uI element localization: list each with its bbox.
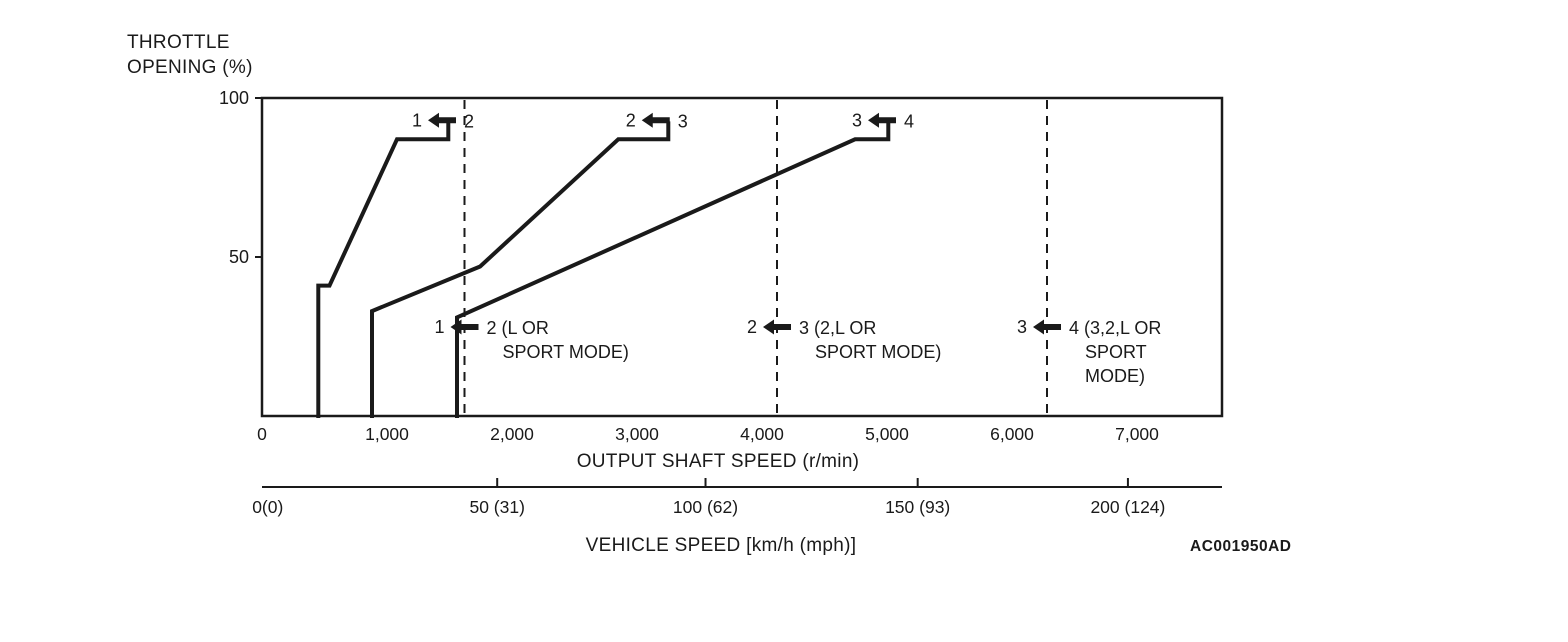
x-tick-label: 6,000 [990,424,1034,444]
downshift-curve-3-to-2 [370,121,671,418]
shift-to-gear-label: SPORT MODE) [503,342,629,362]
figure-code: AC001950AD [1190,538,1292,555]
y-tick-label: 50 [229,247,249,267]
shift-from-gear-label: 1 [412,110,422,130]
downshift-curve-4-to-3 [455,121,891,418]
shift-to-gear-label: 2 (L OR [487,318,549,338]
x-tick-label: 5,000 [865,424,909,444]
shift-to-gear-label: 3 (2,L OR [799,318,876,338]
downshift-arrow-icon [868,112,896,128]
y-tick-label: 100 [219,88,249,108]
x-tick-label: 4,000 [740,424,784,444]
shift-from-gear-label: 3 [1017,317,1027,337]
downshift-arrow-icon [450,319,479,335]
downshift-arrow-icon [428,112,456,128]
plot-border [260,96,1224,418]
shift-from-gear-label: 1 [434,317,444,337]
x-tick-label: 3,000 [615,424,659,444]
x-tick-label: 1,000 [365,424,409,444]
downshift-arrow-icon [641,112,670,128]
shift-from-gear-label: 3 [852,110,862,130]
vehicle-speed-tick-label: 200 (124) [1090,497,1165,517]
vehicle-speed-tick-label: 0(0) [252,497,283,517]
shift-from-gear-label: 2 [747,317,757,337]
secondary-axis-title: VEHICLE SPEED [km/h (mph)] [585,535,857,556]
x-tick-label: 0 [257,424,267,444]
shift-to-gear-label: MODE) [1085,366,1145,386]
shift-to-gear-label: SPORT MODE) [815,342,941,362]
shift-to-gear-label: 2 [464,111,474,131]
vehicle-speed-tick-label: 150 (93) [885,497,950,517]
x-tick-label: 7,000 [1115,424,1159,444]
shift-to-gear-label: SPORT [1085,342,1147,362]
downshift-curve-2-to-1 [316,121,451,418]
y-axis-title-line2: OPENING (%) [127,57,253,78]
shift-to-gear-label: 3 [678,111,688,131]
x-axis-title: OUTPUT SHAFT SPEED (r/min) [576,451,860,472]
downshift-arrow-icon [1033,319,1061,335]
vehicle-speed-tick-label: 100 (62) [673,497,738,517]
x-tick-label: 2,000 [490,424,534,444]
downshift-arrow-icon [763,319,791,335]
vehicle-speed-tick-label: 50 (31) [469,497,524,517]
shift-to-gear-label: 4 (3,2,L OR [1069,318,1161,338]
y-axis-title: THROTTLE OPENING (%) [127,30,253,80]
shift-from-gear-label: 2 [626,110,636,130]
shift-to-gear-label: 4 [904,111,914,131]
y-axis-title-line1: THROTTLE [127,32,230,53]
